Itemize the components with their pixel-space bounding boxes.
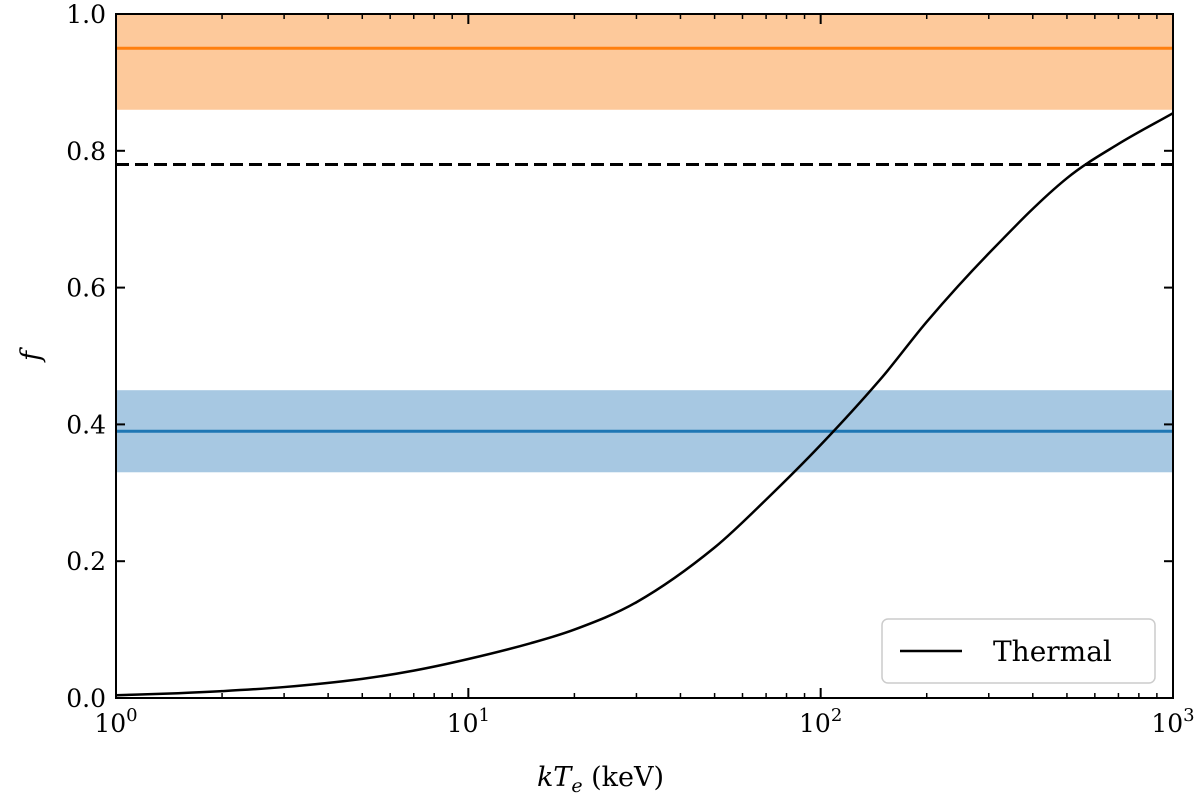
orange-band [116,14,1173,110]
labels-layer: 0.0 0.2 0.4 0.6 0.8 1.0 100 101 102 103 [66,0,1194,738]
hlines-layer [116,46,1173,433]
series-layer [115,112,1174,697]
y-tick-label: 0.4 [66,410,106,439]
legend-box [881,618,1156,684]
series-thermal [115,112,1174,697]
x-tick-label: 103 [1151,705,1194,738]
legend: Thermal [881,618,1156,684]
x-tick-label: 101 [447,705,490,738]
y-tick-label: 0.6 [66,274,106,303]
x-axis-label-unit: (keV) [583,762,665,793]
bands-layer [116,14,1173,473]
y-tick-label: 0.8 [66,137,106,166]
y-tick-label: 0.0 [66,684,106,713]
x-axis-label-subscript: e [571,775,582,797]
x-axis-label: kTe (keV) [537,762,664,797]
y-tick-label: 1.0 [66,0,106,29]
x-tick-label: 100 [94,705,137,738]
legend-label-thermal: Thermal [993,635,1112,668]
y-tick-label: 0.2 [66,547,106,576]
x-axis-label-main: kT [537,762,573,793]
y-axis-label: f [16,347,47,363]
x-tick-label: 102 [799,705,842,738]
ticks-layer [115,13,1174,699]
plot-frame [115,13,1174,699]
